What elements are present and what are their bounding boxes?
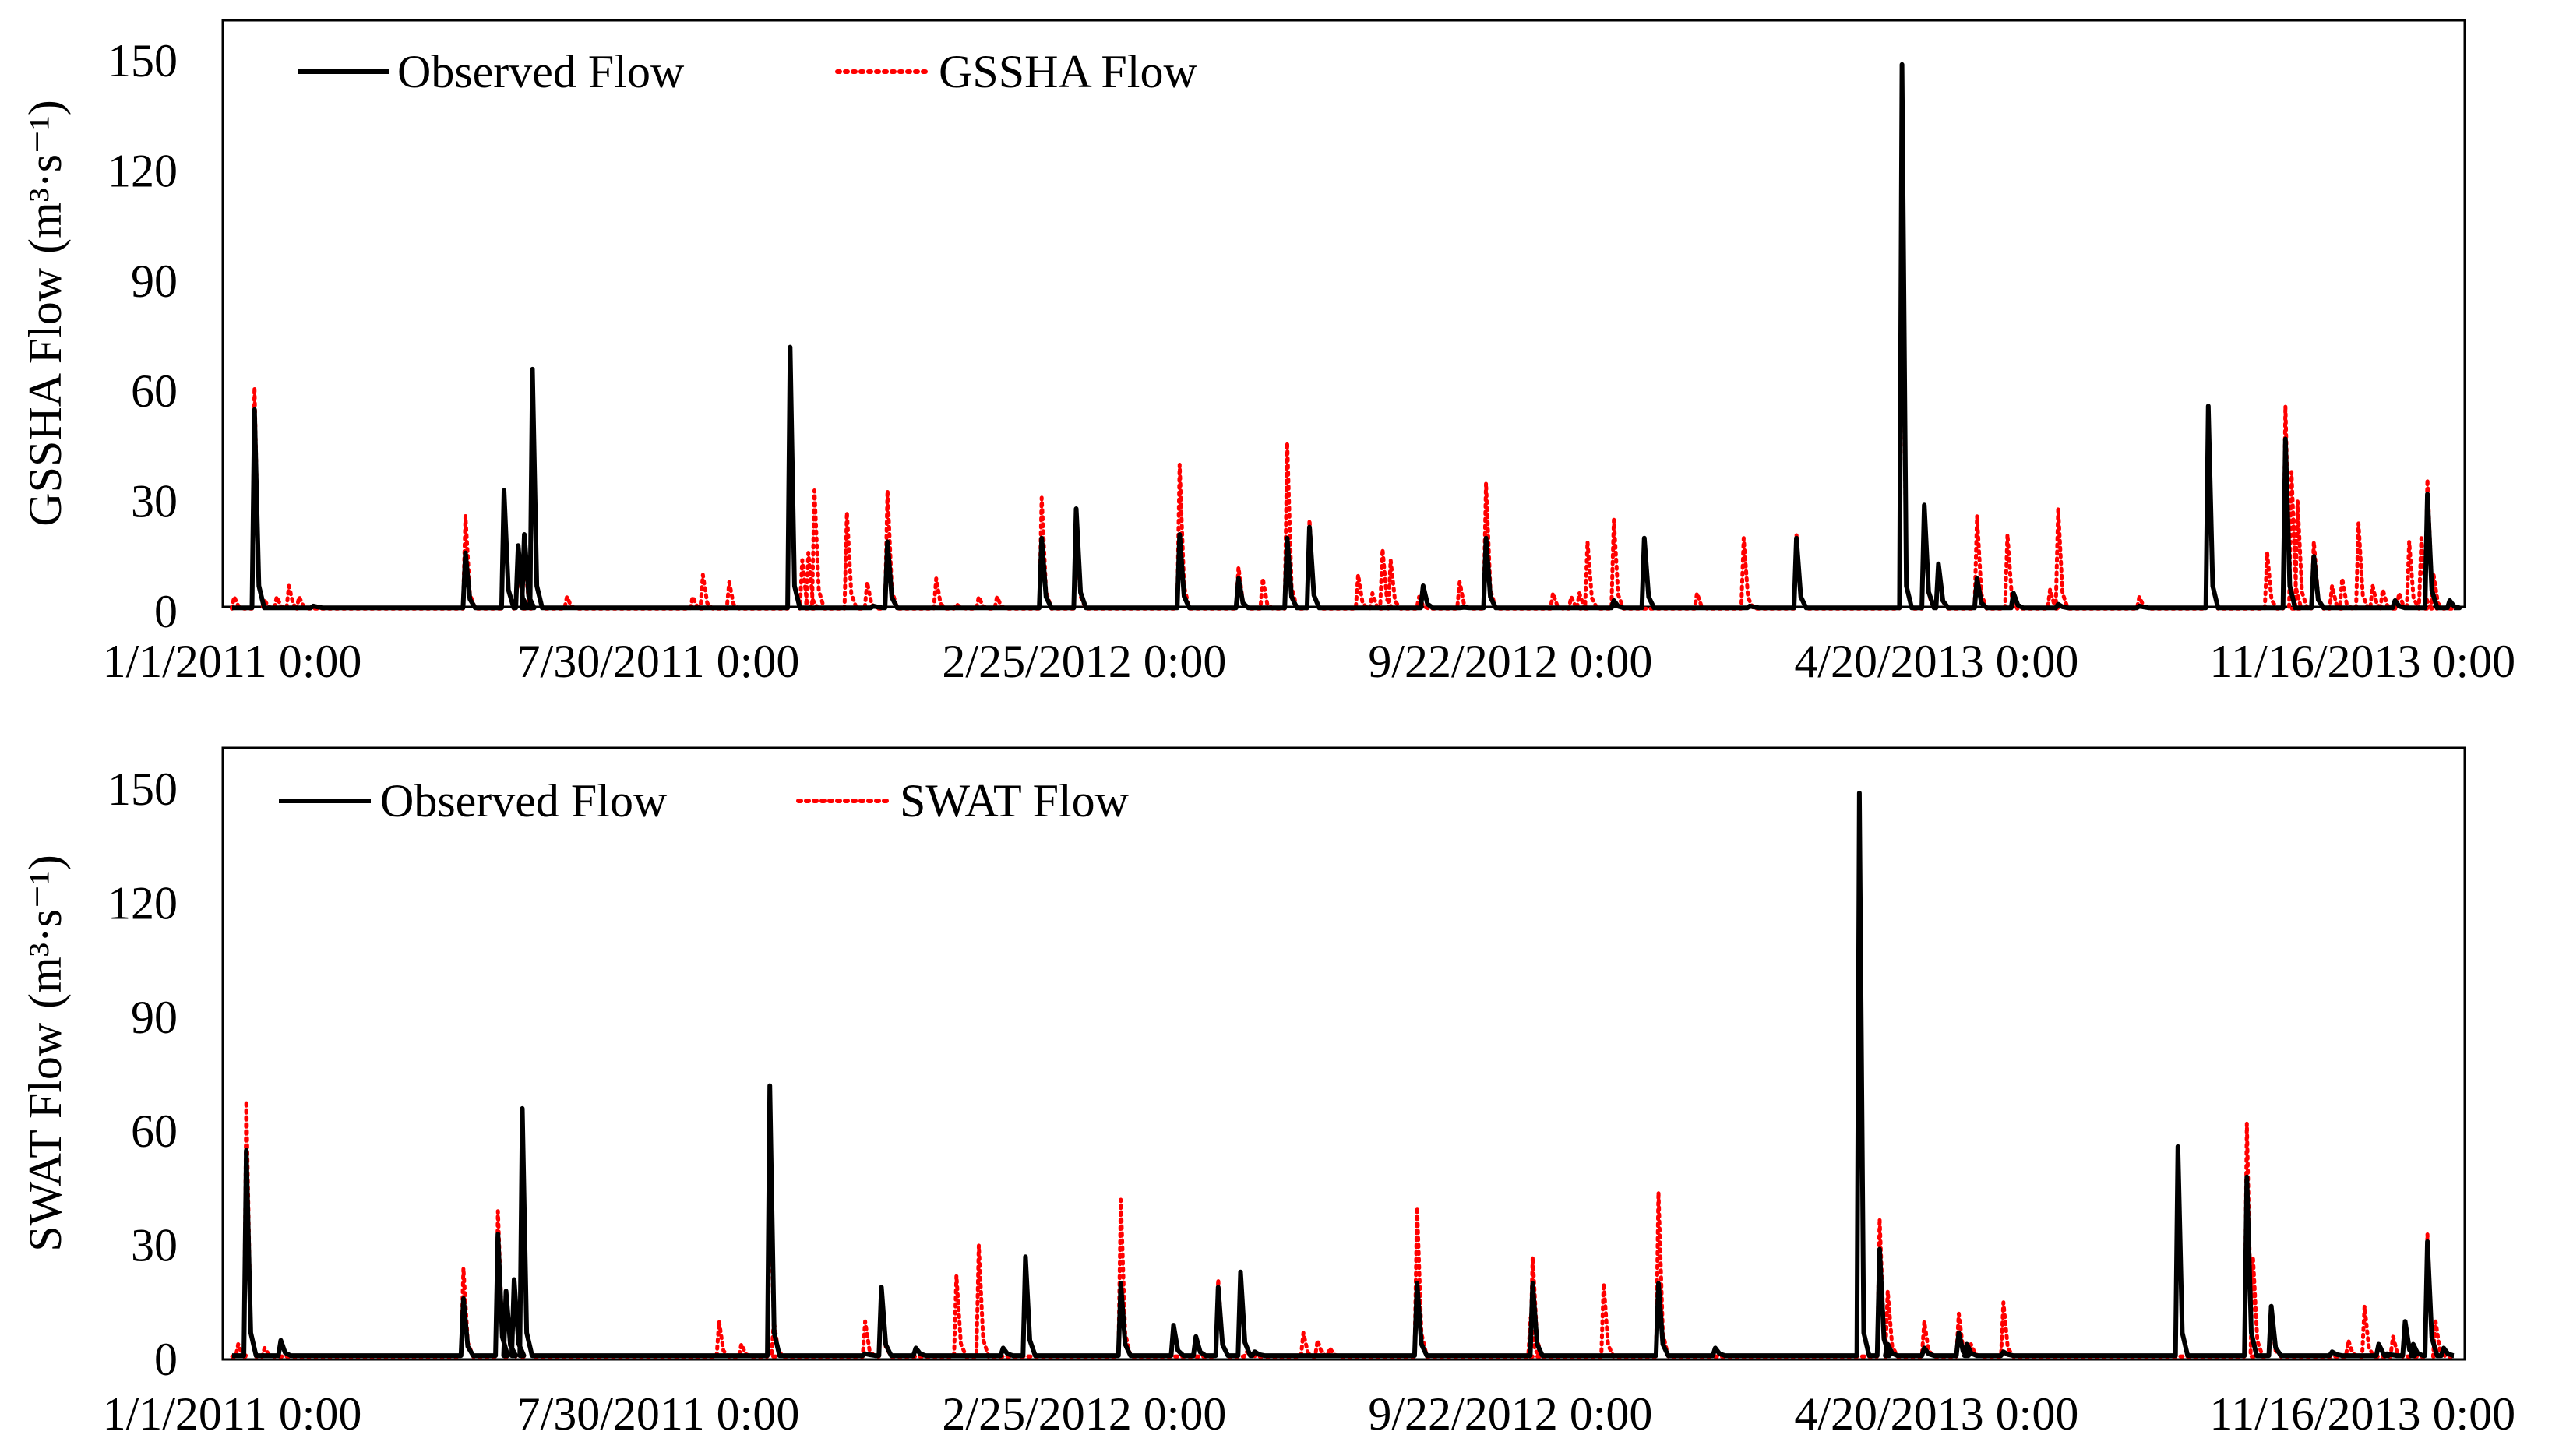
chart-gssha-ylabel: GSSHA Flow(m³·s⁻¹)	[19, 100, 71, 526]
legend-swat-label: SWAT Flow	[900, 775, 1130, 827]
chart-gssha-xtick-labels: 1/1/2011 0:00 7/30/2011 0:00 2/25/2012 0:0…	[103, 636, 2516, 687]
series-line-observed	[231, 790, 2456, 1359]
ytick-label: 90	[131, 992, 178, 1043]
xtick-label: 1/1/2011 0:00	[103, 636, 362, 687]
chart-gssha-simulated-line-group	[230, 187, 2456, 611]
chart-swat-frame	[221, 746, 2466, 1361]
chart-gssha-observed-line-group	[231, 62, 2462, 611]
chart-swat-ytick-labels: 0 30 60 90 120 150	[108, 763, 178, 1385]
legend-observed-label: Observed Flow	[380, 775, 668, 827]
chart-swat-simulated-line-group	[230, 1098, 2456, 1359]
xtick-label: 7/30/2011 0:00	[517, 1388, 800, 1440]
ytick-label: 150	[108, 35, 178, 86]
xtick-label: 2/25/2012 0:00	[942, 636, 1226, 687]
series-line-swat	[230, 1098, 2456, 1359]
xtick-label: 9/22/2012 0:00	[1368, 1388, 1652, 1440]
xtick-label: 2/25/2012 0:00	[942, 1388, 1226, 1440]
xtick-label: 1/1/2011 0:00	[103, 1388, 362, 1440]
ytick-label: 0	[154, 586, 178, 637]
xtick-label: 9/22/2012 0:00	[1368, 636, 1652, 687]
chart-swat-xtick-labels: 1/1/2011 0:00 7/30/2011 0:00 2/25/2012 0:0…	[103, 1388, 2516, 1440]
series-line-observed	[231, 62, 2462, 611]
chart-gssha-legend: Observed Flow GSSHA Flow	[298, 46, 1197, 97]
ytick-label: 120	[108, 145, 178, 196]
ytick-label: 60	[131, 365, 178, 417]
xtick-label: 11/16/2013 0:00	[2209, 636, 2515, 687]
xtick-label: 7/30/2011 0:00	[517, 636, 800, 687]
ytick-label: 60	[131, 1105, 178, 1157]
chart-swat-legend: Observed Flow SWAT Flow	[279, 775, 1130, 827]
ytick-label: 30	[131, 476, 178, 527]
xtick-label: 4/20/2013 0:00	[1794, 1388, 2078, 1440]
ytick-label: 150	[108, 763, 178, 815]
ytick-label: 30	[131, 1220, 178, 1271]
ytick-label: 90	[131, 256, 178, 307]
ytick-label: 0	[154, 1334, 178, 1385]
legend-observed-label: Observed Flow	[397, 46, 685, 97]
series-line-gssha	[230, 187, 2456, 611]
chart-swat: 0 30 60 90 120 150 1/1/2011 0:00 7/30/2011 0:0…	[19, 746, 2516, 1440]
chart-gssha-frame	[221, 19, 2466, 608]
legend-gssha-label: GSSHA Flow	[939, 46, 1197, 97]
xtick-label: 11/16/2013 0:00	[2209, 1388, 2515, 1440]
chart-swat-ylabel: SWAT Flow(m³·s⁻¹)	[19, 855, 71, 1252]
chart-gssha: 0 30 60 90 120 150 1/1/2011 0:00 7/30/2011 0:0…	[19, 19, 2516, 687]
ytick-label: 120	[108, 877, 178, 929]
chart-gssha-ytick-labels: 0 30 60 90 120 150	[108, 35, 178, 637]
chart-swat-observed-line-group	[231, 790, 2456, 1359]
xtick-label: 4/20/2013 0:00	[1794, 636, 2078, 687]
